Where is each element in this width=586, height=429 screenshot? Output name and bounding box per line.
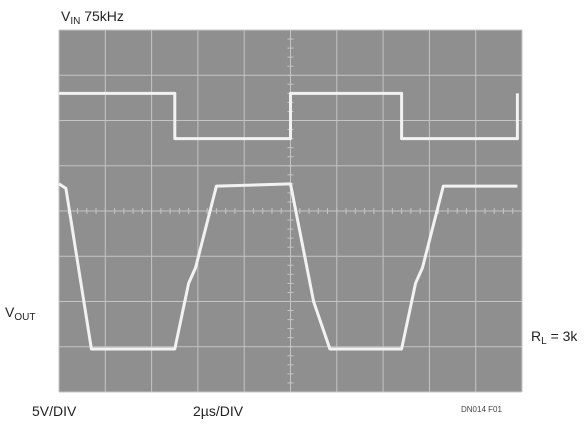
figure-id: DN014 F01: [461, 405, 502, 414]
load-resistance-label: RL = 3k: [531, 328, 578, 347]
traces: [58, 91, 519, 351]
graticule: [58, 29, 523, 393]
vout-label: VOUT: [5, 304, 36, 323]
vertical-scale-label: 5V/DIV: [32, 403, 77, 419]
time-scale-label: 2µs/DIV: [193, 403, 244, 419]
vout-trace: [58, 182, 518, 351]
vin-label: VIN 75kHz: [61, 8, 124, 27]
vin-trace: [59, 91, 519, 141]
